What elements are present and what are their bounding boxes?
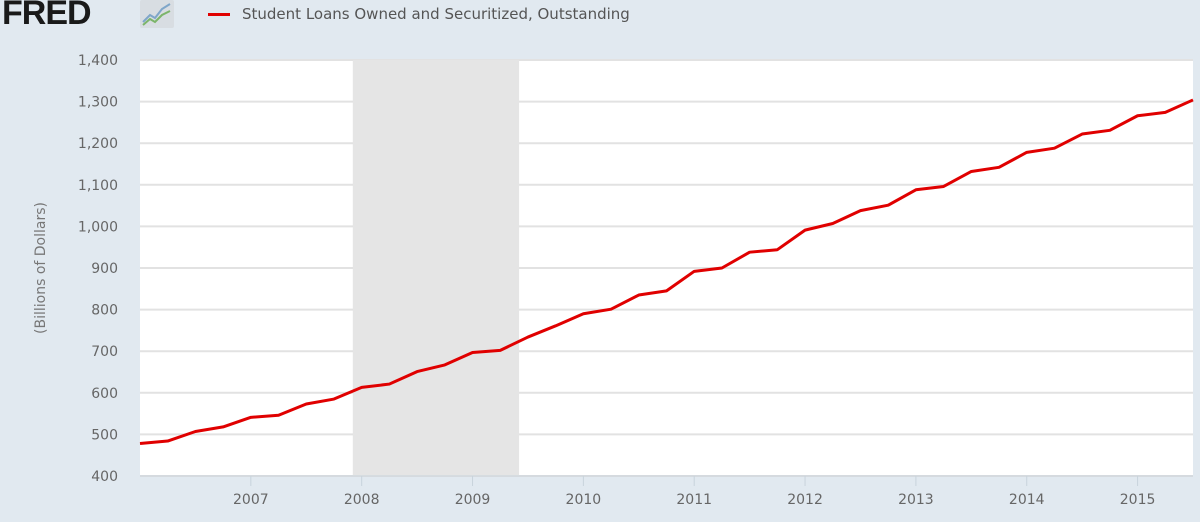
- y-tick-label: 1,100: [78, 178, 118, 194]
- recession-band: [352, 60, 520, 476]
- y-tick-label: 1,200: [78, 136, 118, 152]
- x-tick-label: 2014: [1009, 492, 1045, 508]
- header: FRED Student Loans Owned and Securitized…: [0, 0, 1200, 34]
- y-axis-title: (Billions of Dollars): [33, 202, 49, 334]
- y-tick-label: 700: [91, 344, 118, 360]
- x-tick-label: 2010: [566, 492, 602, 508]
- legend: Student Loans Owned and Securitized, Out…: [208, 4, 630, 24]
- y-tick-label: 900: [91, 261, 118, 277]
- y-tick-label: 1,400: [78, 53, 118, 69]
- x-tick-label: 2011: [676, 492, 712, 508]
- y-tick-label: 800: [91, 303, 118, 319]
- legend-swatch: [208, 12, 230, 16]
- line-chart-icon: [140, 0, 174, 28]
- fred-logo[interactable]: FRED: [2, 0, 92, 32]
- x-tick-label: 2009: [455, 492, 491, 508]
- legend-label: Student Loans Owned and Securitized, Out…: [242, 5, 630, 23]
- x-tick-label: 2012: [787, 492, 823, 508]
- x-tick-label: 2015: [1120, 492, 1156, 508]
- x-tick-label: 2008: [344, 492, 380, 508]
- y-tick-label: 400: [91, 469, 118, 485]
- y-tick-label: 600: [91, 386, 118, 402]
- y-tick-label: 1,300: [78, 95, 118, 111]
- x-tick-label: 2007: [233, 492, 269, 508]
- x-tick-label: 2013: [898, 492, 934, 508]
- y-tick-label: 1,000: [78, 219, 118, 235]
- y-tick-label: 500: [91, 427, 118, 443]
